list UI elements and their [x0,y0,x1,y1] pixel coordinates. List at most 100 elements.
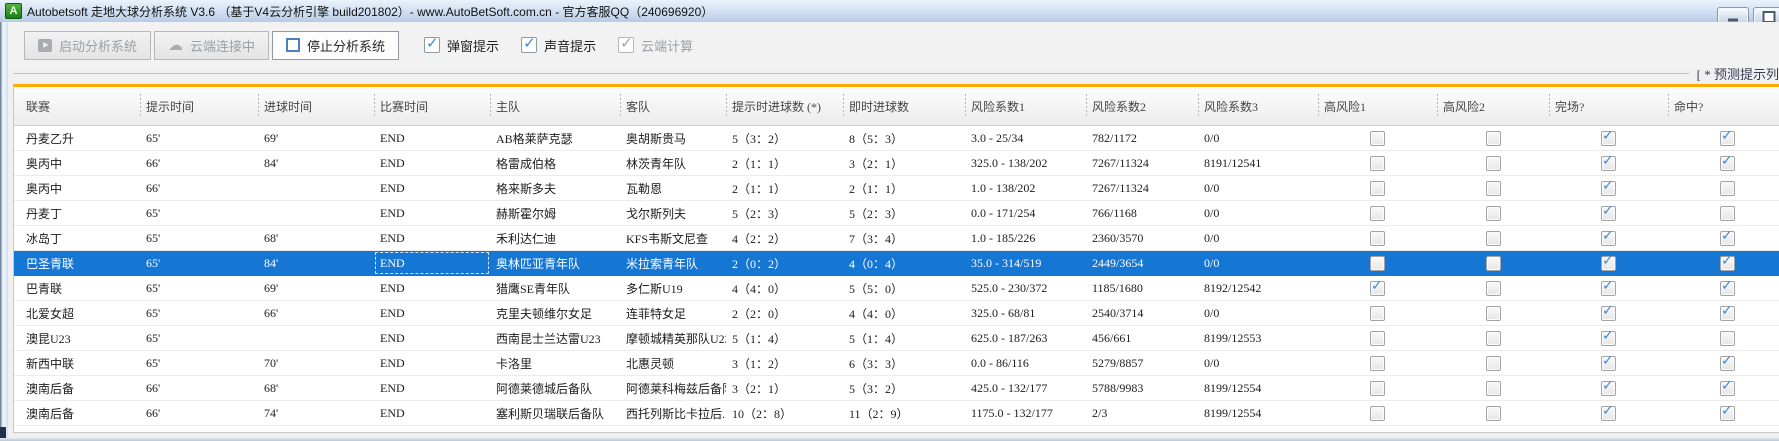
high-risk1-checkbox[interactable] [1370,305,1385,321]
high-risk2-checkbox[interactable] [1485,180,1501,196]
high-risk2-checkbox[interactable] [1485,205,1501,221]
finished-checkbox[interactable] [1601,228,1616,246]
cell-tip-time: 66' [146,405,161,420]
cell-goal-time [258,176,374,200]
hit-checkbox[interactable] [1720,153,1735,171]
high-risk1-checkbox[interactable] [1370,180,1385,196]
hit-checkbox[interactable] [1720,253,1735,271]
table-row[interactable]: 北爱女超 65' 66' END 克里夫顿维尔女足 连菲特女足 2（2：0） 4… [14,301,1779,326]
cell-risk3: 0/0 [1204,180,1220,195]
start-analysis-button[interactable]: 启动分析系统 [24,30,152,60]
table-row[interactable]: 丹麦乙升 65' 69' END AB格莱萨克瑟 奥胡斯贵马 5（3：2） 8（… [14,126,1779,151]
table-row[interactable]: 新西中联 65' 70' END 卡洛里 北惠灵顿 3（1：2） 6（3：3） … [14,351,1779,376]
finished-checkbox[interactable] [1601,178,1616,196]
hit-checkbox[interactable] [1720,128,1735,146]
high-risk2-checkbox[interactable] [1485,305,1501,321]
hit-checkbox[interactable] [1720,378,1735,396]
high-risk2-checkbox[interactable] [1485,130,1501,146]
finished-checkbox[interactable] [1601,303,1616,321]
cloud-compute-checkbox-box[interactable] [618,34,635,53]
cloud-connect-button[interactable]: ☁ 云端连接中 [154,30,270,60]
column-header-tip-time[interactable]: 提示时间 [140,87,258,125]
high-risk2-checkbox[interactable] [1485,230,1501,246]
high-risk2-checkbox[interactable] [1485,355,1501,371]
cell-high-risk2 [1437,126,1549,150]
finished-checkbox[interactable] [1601,253,1616,271]
high-risk1-checkbox[interactable] [1370,155,1385,171]
table-row[interactable]: 丹麦丁 65' END 赫斯霍尔姆 戈尔斯列夫 5（2：3） 5（2：3） 0.… [14,201,1779,226]
column-header-finished[interactable]: 完场? [1549,87,1668,125]
column-header-home[interactable]: 主队 [490,87,620,125]
column-header-risk2[interactable]: 风险系数2 [1086,87,1198,125]
high-risk2-checkbox[interactable] [1485,380,1501,396]
finished-checkbox[interactable] [1601,403,1616,421]
sound-alert-checkbox-box[interactable] [521,34,538,53]
table-row[interactable]: 巴圣青联 65' 84' END 奥林匹亚青年队 米拉索青年队 2（0：2） 4… [14,251,1779,276]
high-risk1-checkbox[interactable] [1370,380,1385,396]
hit-checkbox[interactable] [1720,278,1735,296]
column-header-hit[interactable]: 命中? [1668,87,1779,125]
high-risk2-checkbox[interactable] [1485,280,1501,296]
popup-alert-checkbox[interactable]: 弹窗提示 [424,34,499,55]
high-risk2-checkbox[interactable] [1485,155,1501,171]
high-risk1-checkbox[interactable] [1370,230,1385,246]
hit-checkbox[interactable] [1720,353,1735,371]
cell-tip-goals: 5（2：3） [732,206,787,221]
finished-checkbox[interactable] [1601,278,1616,296]
high-risk1-checkbox[interactable] [1370,330,1385,346]
high-risk1-checkbox[interactable] [1370,405,1385,421]
table-row[interactable]: 冰岛丁 65' 68' END 禾利达仁迪 KFS韦斯文尼查 4（2：2） 7（… [14,226,1779,251]
hit-checkbox[interactable] [1720,205,1735,221]
column-header-league[interactable]: 联赛 [26,99,51,114]
hit-checkbox[interactable] [1720,228,1735,246]
stop-analysis-button[interactable]: 停止分析系统 [272,30,400,60]
prediction-panel-header: [ * 预测提示列 [14,64,1779,82]
cell-finished [1549,176,1668,200]
table-row[interactable]: 奥丙中 66' END 格来斯多夫 瓦勒恩 2（1：1） 2（1：1） 1.0 … [14,176,1779,201]
column-header-away[interactable]: 客队 [620,87,726,125]
finished-checkbox[interactable] [1601,203,1616,221]
table-row[interactable]: 澳昆U23 65' END 西南昆士兰达雷U23 摩顿城精英那队U23 5（1：… [14,326,1779,351]
finished-checkbox[interactable] [1601,128,1616,146]
finished-checkbox[interactable] [1601,353,1616,371]
column-header-goal-time[interactable]: 进球时间 [258,87,374,125]
table-row[interactable]: 澳南后备 66' 68' END 阿德莱德城后备队 阿德莱科梅兹后备队 3（2：… [14,376,1779,401]
column-header-risk1[interactable]: 风险系数1 [965,87,1086,125]
high-risk2-checkbox[interactable] [1485,330,1501,346]
cell-tip-goals: 5（1：4） [732,331,787,346]
hit-checkbox[interactable] [1720,303,1735,321]
finished-checkbox[interactable] [1601,328,1616,346]
column-header-live-goals[interactable]: 即时进球数 [843,87,965,125]
table-row[interactable]: 巴青联 65' 69' END 猎鹰SE青年队 多仁斯U19 4（4：0） 5（… [14,276,1779,301]
table-row[interactable]: 澳南后备 66' 74' END 塞利斯贝瑞联后备队 西托列斯比卡拉后... 1… [14,401,1779,426]
popup-alert-checkbox-box[interactable] [424,34,441,53]
cell-high-risk2 [1437,276,1549,300]
cloud-compute-checkbox[interactable]: 云端计算 [618,34,693,55]
minimize-icon [1728,18,1738,22]
cell-high-risk1 [1318,301,1437,325]
cell-league: 澳南后备 [26,381,75,396]
hit-checkbox[interactable] [1720,330,1735,346]
high-risk1-checkbox[interactable] [1370,278,1385,296]
sound-alert-checkbox[interactable]: 声音提示 [521,34,596,55]
cell-hit [1668,126,1779,150]
high-risk1-checkbox[interactable] [1370,255,1385,271]
high-risk1-checkbox[interactable] [1370,205,1385,221]
hit-checkbox[interactable] [1720,180,1735,196]
high-risk2-checkbox[interactable] [1485,405,1501,421]
cell-live-goals: 3（2：1） [849,156,904,171]
cell-away-team: 米拉索青年队 [626,256,699,271]
column-header-risk3[interactable]: 风险系数3 [1198,87,1318,125]
column-header-tip-goals[interactable]: 提示时进球数 (*) [726,87,843,125]
high-risk1-checkbox[interactable] [1370,355,1385,371]
high-risk2-checkbox[interactable] [1485,255,1501,271]
finished-checkbox[interactable] [1601,378,1616,396]
column-header-high-risk1[interactable]: 高风险1 [1318,87,1437,125]
hit-checkbox[interactable] [1720,403,1735,421]
high-risk1-checkbox[interactable] [1370,130,1385,146]
finished-checkbox[interactable] [1601,153,1616,171]
table-row[interactable]: 奥丙中 66' 84' END 格雷成伯格 林茨青年队 2（1：1） 3（2：1… [14,151,1779,176]
cell-league: 奥丙中 [26,181,63,196]
column-header-match-time[interactable]: 比赛时间 [374,87,490,125]
column-header-high-risk2[interactable]: 高风险2 [1437,87,1549,125]
